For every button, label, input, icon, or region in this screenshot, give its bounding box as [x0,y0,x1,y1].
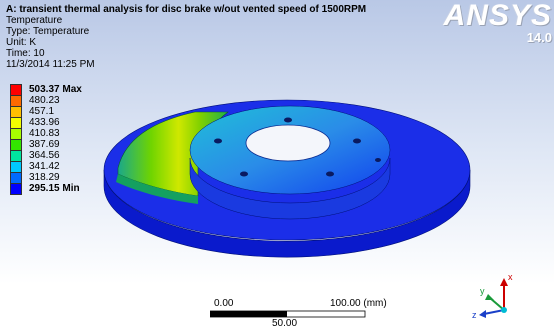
bolt-hole [353,138,361,144]
bolt-hole [326,171,334,177]
hub-side [189,157,391,220]
scale-right-label: 100.00 (mm) [330,298,387,309]
legend-label: 457.1 [29,106,55,117]
legend-label: 410.83 [29,128,60,139]
axis-z-label: z [472,310,477,320]
center-bore [245,124,331,162]
legend-label: 387.69 [29,139,60,150]
result-time: Time: 10 [6,48,45,59]
axis-triad[interactable]: x y z [470,268,530,322]
legend-label: 433.96 [29,117,60,128]
brake-pad-side [116,174,198,204]
bolt-hole [284,117,292,123]
legend-label: 480.23 [29,95,60,106]
result-type: Type: Temperature [6,26,90,37]
bolt-hole [240,171,248,177]
result-unit: Unit: K [6,37,37,48]
legend-label: 341.42 [29,161,60,172]
ansys-logo: ANSYS 14.0 [444,0,552,45]
result-header: A: transient thermal analysis for disc b… [6,4,366,70]
legend-max-label: 503.37 Max [29,84,82,95]
scale-mid-label: 50.00 [272,318,298,329]
scale-left-label: 0.00 [214,298,234,309]
axis-x-label: x [508,272,513,282]
axis-y-label: y [480,286,485,296]
legend-label: 318.29 [29,172,60,183]
legend-swatch [10,183,22,195]
disc-rim-side [103,169,471,258]
logo-version: 14.0 [526,30,552,45]
logo-brand: ANSYS [443,0,552,32]
bolt-hole [375,158,381,162]
scale-bar-graphic [210,310,366,318]
result-quantity: Temperature [6,15,63,26]
analysis-title: A: transient thermal analysis for disc b… [6,4,367,15]
legend-min-label: 295.15 Min [29,183,80,194]
result-timestamp: 11/3/2014 11:25 PM [6,59,95,70]
bolt-hole [214,138,222,144]
legend-label: 364.56 [29,150,60,161]
